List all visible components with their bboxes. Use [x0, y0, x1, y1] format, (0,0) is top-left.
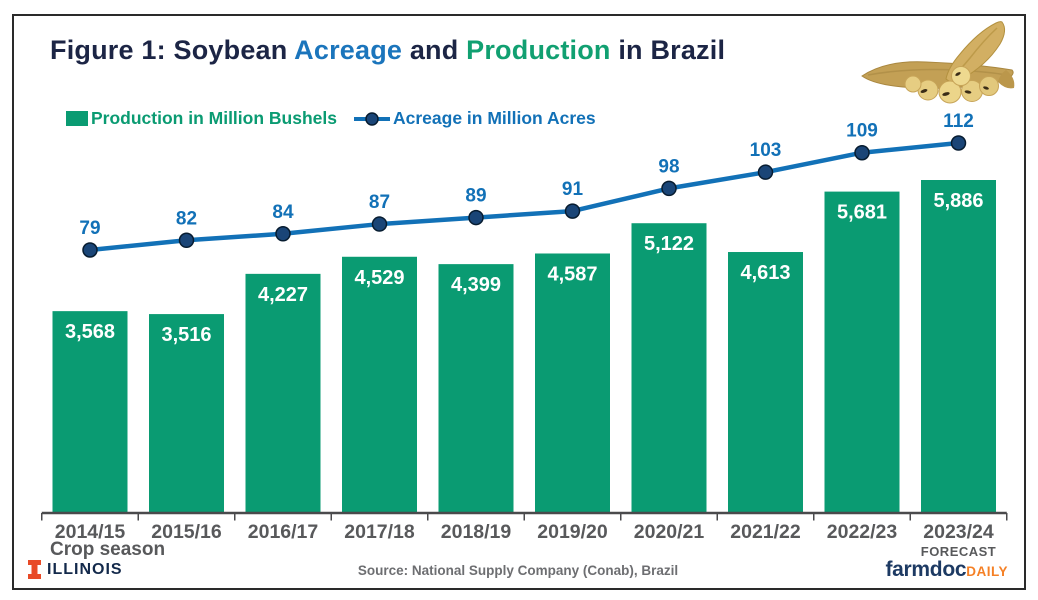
acreage-value-label: 109 [846, 121, 878, 142]
acreage-marker [371, 216, 388, 232]
production-bar [631, 223, 707, 513]
acreage-value-label: 84 [272, 202, 294, 223]
legend-item-production: Production in Million Bushels [66, 108, 337, 129]
legend-acreage-label: Acreage in Million Acres [392, 108, 596, 128]
category-label: 2021/22 [730, 521, 801, 543]
acreage-value-label: 82 [176, 208, 197, 229]
source-text: Source: National Supply Company (Conab),… [357, 563, 679, 578]
legend: Production in Million Bushels Acreage in… [66, 108, 596, 129]
production-bar [535, 253, 610, 513]
farmdoc-daily-logo: farmdoc DAILY [885, 558, 1008, 582]
combo-chart: 3,568 3,516 4,227 4,529 4,399 4,587 5,122 4,613… [41, 111, 1008, 560]
daily-wordmark: DAILY [966, 564, 1008, 579]
acreage-value-label: 79 [79, 218, 100, 239]
production-bar [438, 264, 514, 513]
title-segment: and [402, 35, 467, 65]
acreage-value-label: 112 [943, 111, 974, 132]
acreage-marker [661, 180, 677, 197]
title-segment-production: Production [466, 35, 611, 65]
category-label: 2015/16 [151, 521, 222, 543]
figure-card: Figure 1: Soybean Acreage and Production… [12, 14, 1026, 590]
x-axis-title: Crop season [50, 539, 165, 560]
title-segment: in Brazil [610, 35, 726, 65]
acreage-marker [854, 144, 870, 161]
acreage-marker [275, 226, 291, 242]
production-bar [921, 180, 996, 513]
category-label: 2018/19 [441, 521, 512, 543]
acreage-marker [757, 164, 774, 180]
acreage-value-label: 87 [369, 192, 390, 213]
bar-value-label: 4,227 [258, 284, 308, 306]
acreage-value-label: 103 [750, 140, 782, 161]
acreage-line [87, 140, 961, 253]
category-label: 2017/18 [344, 521, 415, 543]
category-label: 2014/15 [55, 521, 126, 543]
bar-value-label: 4,587 [547, 263, 597, 285]
acreage-marker [178, 232, 195, 249]
acreage-marker [468, 209, 484, 226]
soybean-image [861, 21, 1015, 104]
footer: ILLINOIS Source: National Supply Company… [28, 557, 1008, 585]
illinois-wordmark: ILLINOIS [47, 560, 123, 578]
bar-value-label: 5,681 [837, 202, 887, 224]
bar-value-label: 4,613 [740, 262, 790, 284]
production-bar [149, 314, 224, 513]
title-segment-acreage: Acreage [294, 35, 403, 65]
category-label: 2020/21 [634, 521, 705, 543]
category-label: 2019/20 [537, 521, 608, 543]
category-label: 2022/23 [827, 521, 898, 543]
bar-value-label: 5,886 [933, 190, 983, 212]
production-bar [342, 256, 417, 513]
title-segment: Figure 1: Soybean [50, 35, 295, 65]
production-bar [824, 191, 900, 514]
illinois-block-i-icon [28, 560, 41, 579]
category-label: 2016/17 [248, 521, 319, 543]
bar-value-label: 5,122 [644, 233, 694, 255]
legend-production-label: Production in Million Bushels [91, 108, 337, 128]
bar-value-label: 4,399 [451, 274, 501, 296]
acreage-marker [950, 135, 967, 151]
acreage-marker [82, 242, 98, 258]
acreage-marker [564, 203, 581, 219]
production-bar [245, 273, 321, 513]
bar-value-label: 3,568 [65, 321, 115, 343]
legend-item-acreage: Acreage in Million Acres [353, 108, 596, 129]
farmdoc-wordmark: farmdoc [885, 558, 967, 581]
line-marker-icon [353, 111, 390, 126]
category-label: 2023/24 [923, 521, 994, 543]
production-bar [728, 252, 803, 513]
bar-value-label: 3,516 [161, 324, 211, 346]
acreage-value-label: 91 [562, 179, 584, 200]
forecast-label: FORECAST [921, 544, 997, 559]
production-bar [52, 311, 128, 513]
acreage-value-label: 89 [465, 186, 486, 207]
bar-value-label: 4,529 [354, 267, 404, 289]
illinois-logo: ILLINOIS [28, 560, 123, 579]
figure-title: Figure 1: Soybean Acreage and Production… [50, 32, 725, 68]
acreage-value-label: 98 [658, 156, 679, 177]
bar-swatch-icon [66, 111, 88, 126]
